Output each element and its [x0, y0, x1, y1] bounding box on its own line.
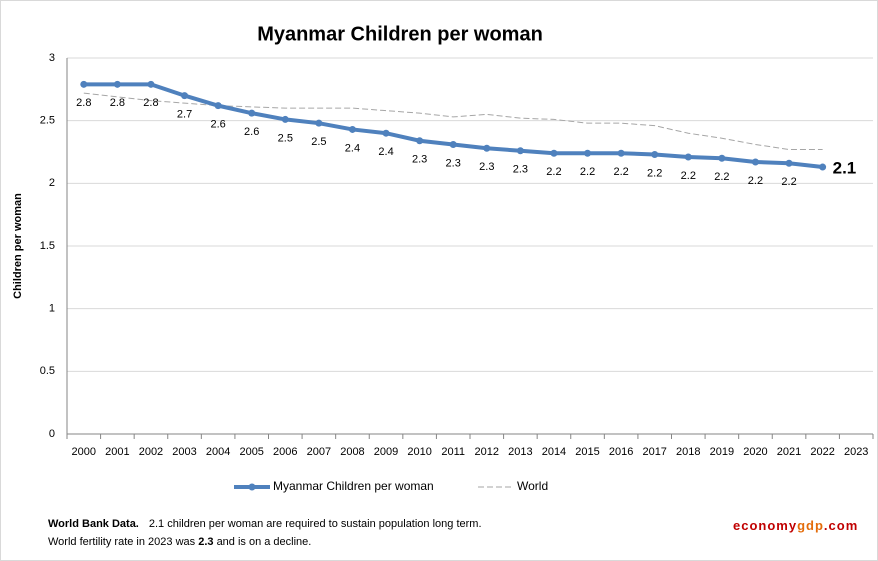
x-tick-label: 2011: [441, 446, 465, 458]
data-label: 2.1: [833, 159, 857, 178]
legend-label: Myanmar Children per woman: [273, 479, 434, 493]
data-point: [147, 80, 155, 88]
data-label: 2.3: [513, 164, 528, 176]
x-tick-label: 2001: [105, 446, 129, 458]
y-tick-label: 2: [49, 177, 55, 189]
x-tick-label: 2022: [810, 446, 834, 458]
data-point: [315, 119, 323, 127]
legend-swatch: [248, 483, 256, 491]
footnote-2: World fertility rate in 2023 was 2.3 and…: [48, 536, 311, 548]
data-point: [348, 125, 356, 133]
x-tick-label: 2019: [710, 446, 734, 458]
data-label: 2.2: [647, 167, 662, 179]
x-tick-label: 2021: [777, 446, 801, 458]
data-label: 2.8: [76, 97, 91, 109]
footnote-text: 2.1 children per woman are required to s…: [149, 518, 482, 530]
x-tick-label: 2008: [340, 446, 364, 458]
x-tick-label: 2006: [273, 446, 297, 458]
x-tick-label: 2004: [206, 446, 230, 458]
data-point: [584, 149, 592, 157]
footnote-1: World Bank Data. 2.1 children per woman a…: [48, 518, 482, 530]
data-point: [718, 154, 726, 162]
data-label: 2.4: [345, 142, 360, 154]
data-label: 2.2: [580, 166, 595, 178]
data-point: [80, 80, 88, 88]
data-label: 2.6: [244, 126, 259, 138]
x-tick-label: 2009: [374, 446, 398, 458]
y-tick-label: 0.5: [40, 365, 55, 377]
data-point: [617, 149, 625, 157]
data-label: 2.2: [613, 166, 628, 178]
footnote-text: World fertility rate in 2023 was: [48, 536, 196, 548]
x-tick-label: 2000: [72, 446, 96, 458]
y-tick-label: 1.5: [40, 240, 55, 252]
data-label: 2.4: [378, 146, 393, 158]
data-point: [113, 80, 121, 88]
data-point: [516, 147, 524, 155]
x-tick-label: 2002: [139, 446, 163, 458]
brand-part: .com: [824, 518, 858, 533]
y-tick-label: 2.5: [40, 115, 55, 127]
data-label: 2.5: [311, 136, 326, 148]
x-tick-label: 2007: [307, 446, 331, 458]
data-label: 2.8: [143, 97, 158, 109]
data-label: 2.2: [781, 176, 796, 188]
data-label: 2.2: [748, 175, 763, 187]
x-tick-label: 2014: [542, 446, 566, 458]
legend-label: World: [517, 479, 548, 493]
data-point: [281, 115, 289, 123]
data-label: 2.2: [681, 170, 696, 182]
x-tick-label: 2012: [475, 446, 499, 458]
data-label: 2.2: [546, 166, 561, 178]
y-axis-label: Children per woman: [12, 193, 24, 299]
x-tick-label: 2005: [239, 446, 263, 458]
footnote-number: 2.3: [198, 536, 213, 548]
x-tick-label: 2010: [407, 446, 431, 458]
data-label: 2.2: [714, 171, 729, 183]
brand-part: gdp: [797, 518, 824, 533]
x-tick-label: 2003: [172, 446, 196, 458]
data-point: [382, 129, 390, 137]
x-tick-label: 2013: [508, 446, 532, 458]
data-label: 2.3: [479, 161, 494, 173]
x-tick-label: 2018: [676, 446, 700, 458]
data-point: [785, 159, 793, 167]
data-point: [819, 163, 827, 171]
world-line: [83, 92, 823, 150]
y-tick-label: 3: [49, 52, 55, 64]
data-point: [181, 92, 189, 100]
data-label: 2.3: [412, 154, 427, 166]
data-point: [751, 158, 759, 166]
brand: economygdp.com: [733, 518, 858, 533]
data-point: [651, 151, 659, 159]
brand-part: economy: [733, 518, 797, 533]
data-label: 2.7: [177, 109, 192, 121]
data-point: [550, 149, 558, 157]
data-point: [214, 102, 222, 110]
data-point: [684, 153, 692, 161]
y-tick-label: 0: [49, 428, 55, 440]
footnote-source: World Bank Data.: [48, 518, 139, 530]
x-tick-label: 2015: [575, 446, 599, 458]
data-label: 2.6: [210, 119, 225, 131]
x-tick-label: 2017: [642, 446, 666, 458]
data-point: [248, 109, 256, 117]
data-label: 2.3: [446, 157, 461, 169]
data-point: [449, 140, 457, 148]
x-tick-label: 2016: [609, 446, 633, 458]
x-tick-label: 2023: [844, 446, 868, 458]
y-tick-label: 1: [49, 303, 55, 315]
x-tick-label: 2020: [743, 446, 767, 458]
data-label: 2.8: [110, 97, 125, 109]
data-label: 2.5: [278, 132, 293, 144]
data-point: [416, 137, 424, 145]
data-point: [483, 144, 491, 152]
footnote-text: and is on a decline.: [217, 536, 312, 548]
chart-title: Myanmar Children per woman: [257, 23, 543, 45]
